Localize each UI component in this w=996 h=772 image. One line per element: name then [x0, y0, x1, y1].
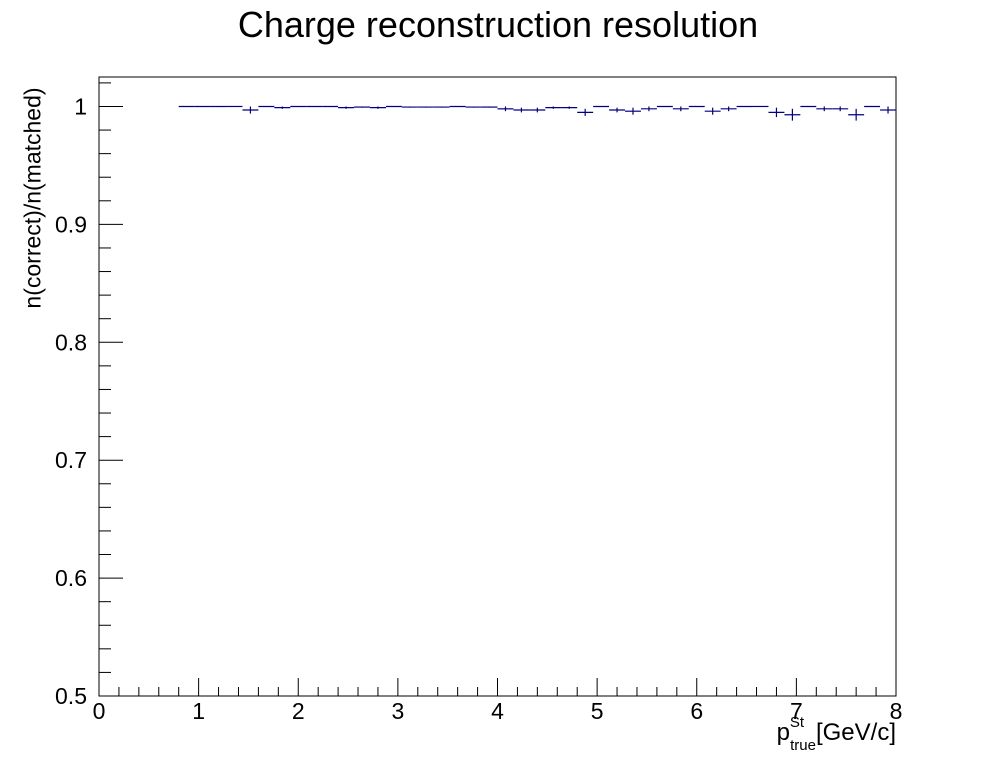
x-axis-label-unit: [GeV/c] [815, 719, 896, 746]
x-tick-label: 5 [591, 698, 604, 724]
y-tick-label: 0.7 [55, 447, 87, 473]
x-tick-label: 0 [93, 698, 106, 724]
y-tick-label: 1 [74, 93, 87, 119]
data-point [816, 106, 833, 112]
y-tick-label: 0.8 [55, 329, 87, 355]
data-point [768, 107, 785, 118]
data-point [609, 107, 626, 113]
x-tick-label: 6 [690, 698, 703, 724]
data-point [848, 108, 865, 121]
x-tick-label: 2 [292, 698, 305, 724]
data-point [513, 107, 530, 113]
x-tick-label: 4 [491, 698, 504, 724]
data-point [672, 106, 689, 112]
x-tick-label: 8 [890, 698, 903, 724]
data-point [242, 106, 259, 114]
plot-frame [98, 76, 897, 697]
data-point [369, 106, 386, 109]
data-point [625, 107, 641, 115]
x-tick-label: 3 [391, 698, 404, 724]
x-tick-label: 1 [192, 698, 205, 724]
data-point [274, 106, 291, 109]
data-point [577, 108, 594, 116]
y-tick-label: 0.9 [55, 211, 87, 237]
x-axis-label-superscript: St [789, 714, 805, 731]
data-point [704, 107, 721, 115]
data-point [784, 108, 801, 121]
x-tick-label: 7 [790, 698, 803, 724]
data-point [465, 106, 482, 108]
data-point [640, 106, 657, 112]
data-point [433, 106, 450, 108]
data-point [481, 106, 498, 108]
data-point [529, 107, 546, 113]
data-point [561, 106, 578, 109]
data-point [497, 106, 514, 112]
data-point [545, 106, 562, 109]
x-axis-label-subscript: true [790, 736, 816, 754]
x-axis-label-base: p [776, 719, 790, 746]
data-point [354, 106, 370, 108]
y-tick-label: 0.5 [55, 683, 87, 709]
data-point [417, 106, 434, 108]
data-point [832, 106, 849, 112]
y-tick-label: 0.6 [55, 565, 87, 591]
data-point [880, 106, 896, 114]
data-point [720, 106, 737, 112]
data-point [338, 106, 355, 109]
chart-title: Charge reconstruction resolution [237, 4, 759, 45]
x-axis-label: pSt true[GeV/c] [776, 714, 896, 754]
data-point [401, 106, 418, 108]
